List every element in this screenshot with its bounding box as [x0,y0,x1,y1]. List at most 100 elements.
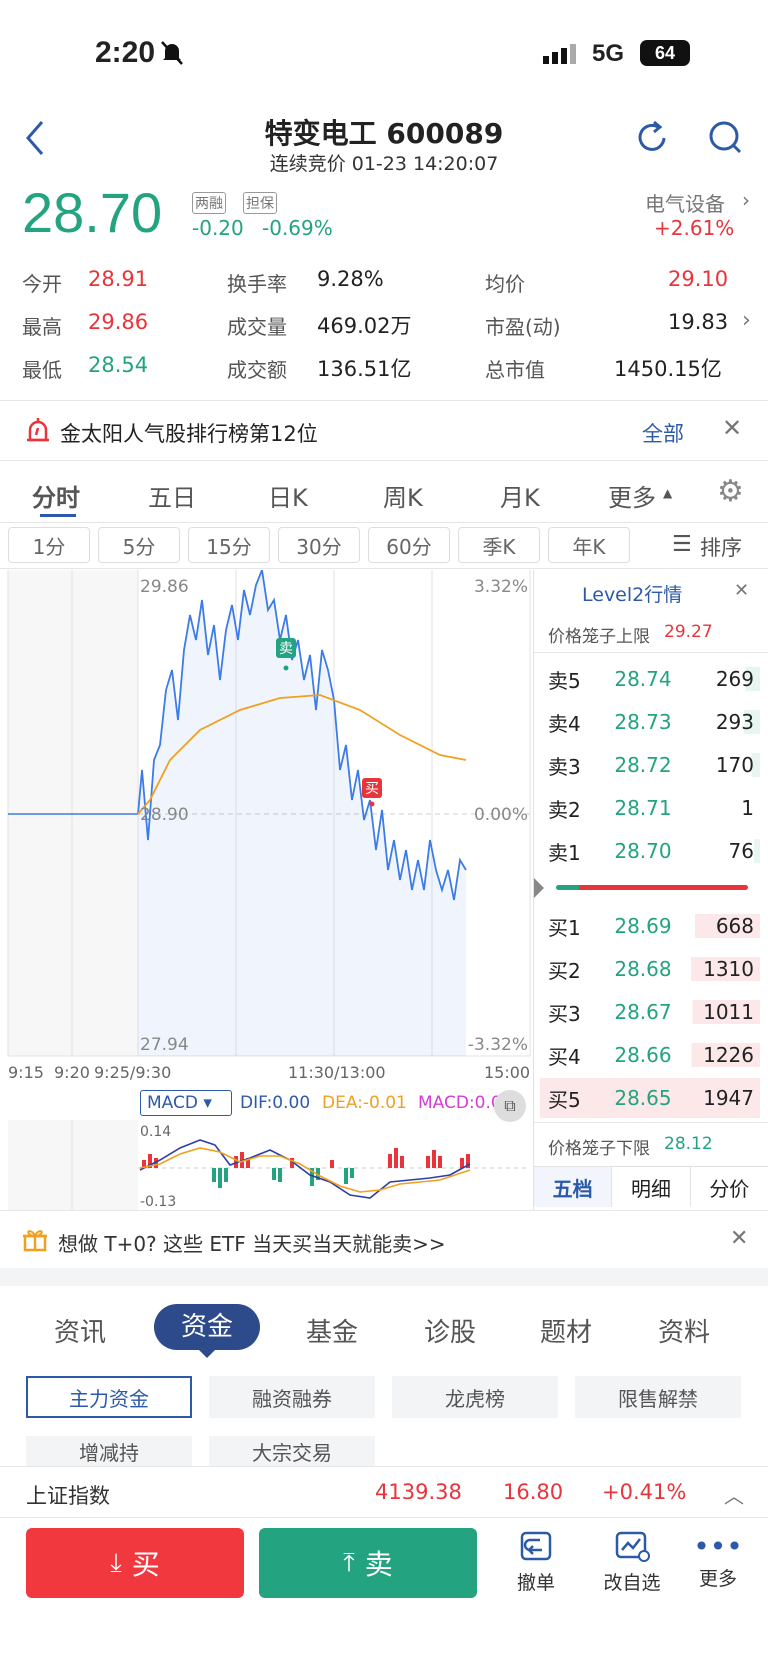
collateral-tag[interactable]: 担保 [243,192,277,214]
more-tool[interactable]: ••• 更多 [688,1530,748,1591]
divider [0,522,768,523]
bid-label: 买4 [548,1044,581,1069]
sector-name[interactable]: 电气设备 [645,192,725,216]
tab-daily-k[interactable]: 日K [268,484,308,512]
bid-label: 买5 [548,1087,581,1112]
bid-price: 28.66 [614,1043,672,1067]
bid-row-1[interactable]: 买1 28.69 668 [540,906,760,946]
bid-volume: 668 [688,914,760,938]
bid-price: 28.69 [614,914,672,938]
chevron-up-icon[interactable]: ︿ [724,1484,744,1508]
promo-text[interactable]: 想做 T+0? 这些 ETF 当天买当天就能卖>> [58,1232,446,1256]
tab-news[interactable]: 资讯 [54,1318,107,1348]
chevron-right-icon[interactable]: › [742,188,750,212]
chevron-right-icon[interactable]: › [742,308,751,333]
tab-weekly-k[interactable]: 周K [383,484,423,512]
search-icon[interactable] [706,118,746,162]
status-bar: 2:20 5G 64 [0,0,768,110]
more-dots-icon: ••• [693,1530,743,1563]
tab-more[interactable]: 更多 [608,484,656,512]
ask-label: 卖1 [548,840,581,865]
subtab-block-trade[interactable]: 大宗交易 [209,1436,375,1466]
divider [0,400,768,401]
close-icon[interactable]: ✕ [730,1226,749,1251]
menu-icon[interactable]: ☰ [672,532,692,557]
tab-profile[interactable]: 资料 [658,1318,711,1348]
tab-fund[interactable]: 基金 [306,1318,359,1348]
bid-row-5[interactable]: 买5 28.65 1947 [540,1078,760,1118]
tab-five-levels[interactable]: 五档 [534,1167,613,1207]
section-gap [0,1268,768,1286]
buy-button[interactable]: ⤓ 买 [26,1528,244,1598]
price-top-label: 29.86 [140,577,189,597]
divider [534,652,768,653]
subtab-dragon-tiger[interactable]: 龙虎榜 [392,1376,558,1418]
ranking-banner-text[interactable]: 金太阳人气股排行榜第12位 [60,422,318,446]
period-quarter-k[interactable]: 季K [458,527,540,563]
tab-detail[interactable]: 明细 [612,1167,691,1207]
index-bar[interactable] [0,1466,768,1518]
period-year-k[interactable]: 年K [548,527,630,563]
close-icon[interactable]: ✕ [734,580,750,601]
level2-title[interactable]: Level2行情 [582,584,683,606]
macd-selector-label: MACD [147,1093,198,1113]
macd-selector[interactable]: MACD ▾ [140,1090,232,1116]
settings-icon[interactable]: ⚙ [717,474,744,509]
tab-monthly-k[interactable]: 月K [500,484,540,512]
margin-tag[interactable]: 两融 [192,192,226,214]
subtab-margin[interactable]: 融资融券 [209,1376,375,1418]
period-5min[interactable]: 5分 [98,527,180,563]
time-axis-9-25: 9:25/9:30 [94,1063,172,1082]
sector-pct: +2.61% [654,216,735,240]
ask-row-1[interactable]: 卖1 28.70 76 [540,831,760,871]
bid-price: 28.68 [614,957,672,981]
bid-label: 买3 [548,1001,581,1026]
subtab-unlock[interactable]: 限售解禁 [575,1376,741,1418]
macd-dif: DIF:0.00 [240,1093,311,1113]
ask-row-3[interactable]: 卖3 28.72 170 [540,745,760,785]
macd-chart[interactable]: 0.14 -0.13 [0,1120,534,1210]
tab-five-day[interactable]: 五日 [148,484,196,512]
ask-row-2[interactable]: 卖2 28.71 1 [540,788,760,828]
open-label: 今开 [22,272,62,296]
tab-funds-label: 资金 [180,1312,233,1342]
period-60min[interactable]: 60分 [368,527,450,563]
buy-marker[interactable] [362,778,382,798]
bid-row-2[interactable]: 买2 28.68 1310 [540,949,760,989]
cancel-order-tool[interactable]: 撤单 [506,1530,566,1595]
edit-favorites-label: 改自选 [603,1572,661,1594]
period-1min[interactable]: 1分 [8,527,90,563]
close-icon[interactable]: ✕ [722,414,743,442]
sort-button[interactable]: 排序 [700,536,742,560]
sell-button[interactable]: ⤒ 卖 [259,1528,477,1598]
caret-up-icon[interactable]: ▲ [663,486,673,500]
tab-diagnosis[interactable]: 诊股 [424,1318,477,1348]
subtab-main-funds[interactable]: 主力资金 [26,1376,192,1418]
intraday-chart[interactable]: 卖 买 29.86 28.90 27.94 3.32% 0.00% -3.32% [0,570,534,1060]
subtab-holdings-change[interactable]: 增减持 [26,1436,192,1466]
edit-favorites-tool[interactable]: 改自选 [592,1530,672,1595]
ask-price: 28.71 [614,796,672,820]
period-15min[interactable]: 15分 [188,527,270,563]
tab-theme[interactable]: 题材 [540,1318,593,1348]
copy-icon[interactable]: ⧉ [494,1090,526,1122]
divider [0,568,768,569]
period-30min[interactable]: 30分 [278,527,360,563]
back-icon[interactable] [22,118,48,162]
volume-label: 成交量 [227,315,287,339]
status-time: 2:20 [95,36,156,69]
ask-row-4[interactable]: 卖4 28.73 293 [540,702,760,742]
bid-row-3[interactable]: 买3 28.67 1011 [540,992,760,1032]
refresh-icon[interactable] [632,118,672,162]
amount-value: 136.51亿 [317,357,412,381]
tab-price-distribution[interactable]: 分价 [709,1176,750,1201]
all-link[interactable]: 全部 [642,422,684,446]
sell-marker[interactable] [276,638,296,658]
ask-row-5[interactable]: 卖5 28.74 269 [540,659,760,699]
macd-value: MACD:0.01 [418,1093,500,1113]
tab-funds-active[interactable]: 资金 [154,1304,260,1350]
bid-row-4[interactable]: 买4 28.66 1226 [540,1035,760,1075]
tab-intraday[interactable]: 分时 [32,484,80,512]
turnover-label: 换手率 [227,272,287,296]
amount-label: 成交额 [227,358,287,382]
